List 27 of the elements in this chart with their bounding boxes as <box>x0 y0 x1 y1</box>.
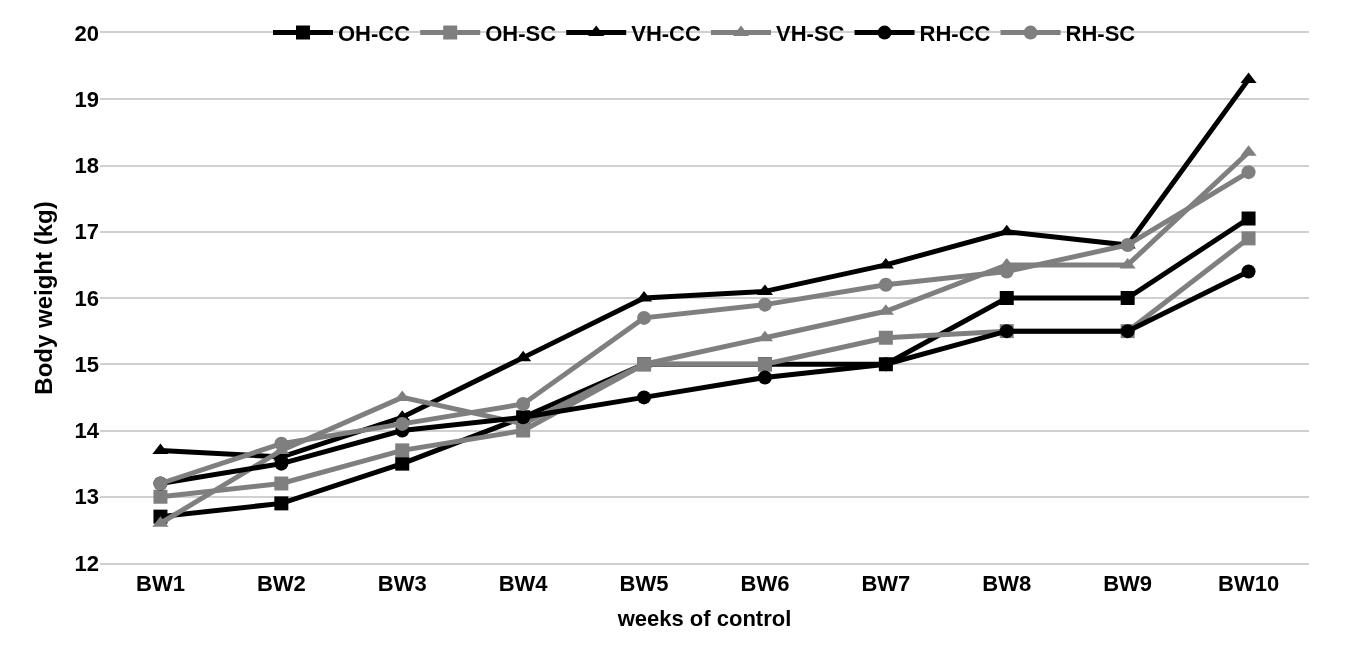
legend-label: VH-SC <box>775 21 845 47</box>
x-tick-label: BW2 <box>256 571 306 597</box>
legend-label: OH-CC <box>338 21 411 47</box>
x-tick-label: BW8 <box>982 571 1032 597</box>
legend-label: OH-SC <box>485 21 557 47</box>
y-tick-label: 12 <box>74 550 99 576</box>
x-tick-label: BW9 <box>1103 571 1153 597</box>
y-tick-label: 13 <box>74 484 99 510</box>
legend-label: VH-CC <box>631 21 701 47</box>
x-tick-label: BW4 <box>498 571 549 597</box>
x-axis-title: weeks of control <box>616 605 792 631</box>
y-tick-label: 15 <box>74 351 99 377</box>
y-axis-title: Body weight (kg) <box>29 201 57 395</box>
x-tick-label: BW10 <box>1217 571 1280 597</box>
x-tick-label: BW7 <box>861 571 911 597</box>
legend-label: RH-CC <box>919 21 991 47</box>
y-tick-label: 18 <box>74 153 99 179</box>
y-tick-label: 19 <box>74 86 99 112</box>
x-tick-label: BW3 <box>377 571 427 597</box>
x-tick-label: BW1 <box>136 571 185 597</box>
y-tick-label: 17 <box>74 219 99 245</box>
x-tick-label: BW5 <box>619 571 669 597</box>
legend-label: RH-SC <box>1065 21 1136 47</box>
y-tick-label: 16 <box>74 285 99 311</box>
y-tick-label: 20 <box>74 20 99 46</box>
y-tick-label: 14 <box>74 418 100 444</box>
x-tick-label: BW6 <box>740 571 790 597</box>
